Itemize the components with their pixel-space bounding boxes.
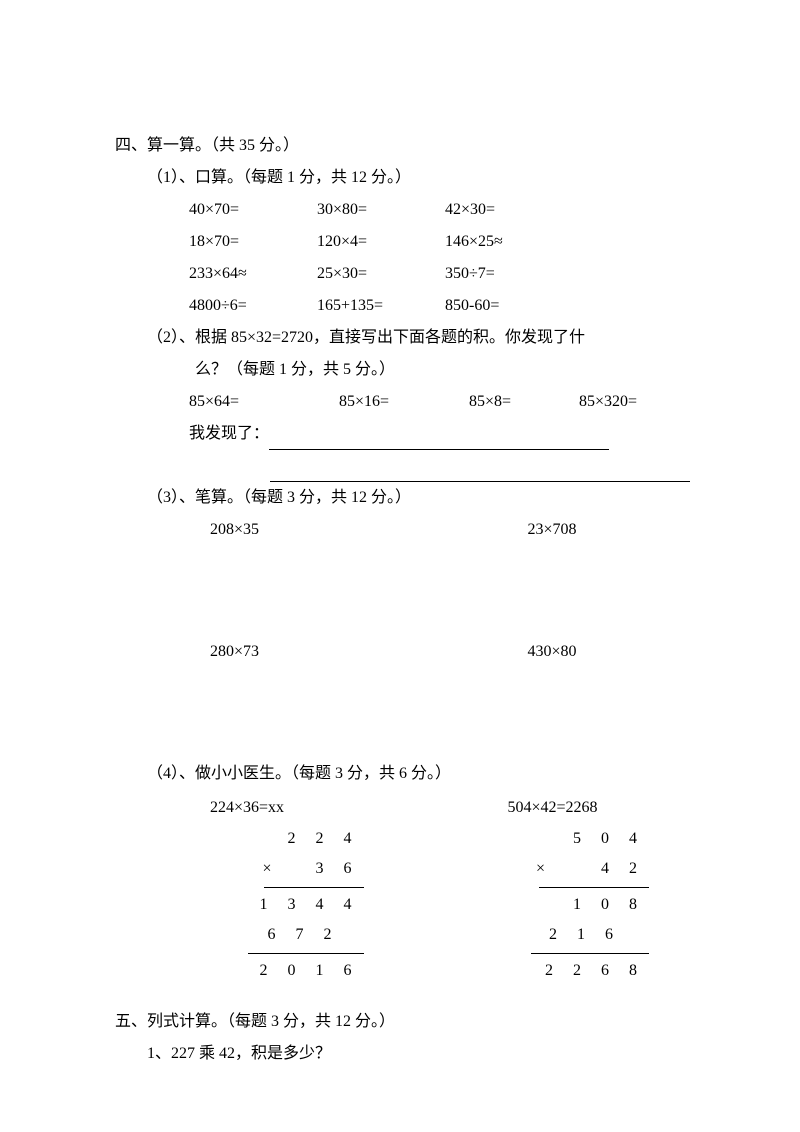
calc-right-n1: 5 0 4 bbox=[508, 824, 686, 854]
p1-item: 25×30= bbox=[317, 258, 445, 290]
part4-pair: 224×36=xx 2 2 4 × 3 6 1 3 4 4 6 7 2 2 0 … bbox=[210, 792, 685, 986]
discover-line: 我发现了： bbox=[189, 418, 685, 450]
p1-item: 233×64≈ bbox=[189, 258, 317, 290]
p2-item: 85×64= bbox=[189, 386, 339, 418]
calc-left-hr2 bbox=[248, 953, 364, 954]
p1-item: 42×30= bbox=[445, 194, 573, 226]
calc-right-hr2 bbox=[531, 953, 649, 954]
discover-underline2 bbox=[270, 467, 690, 482]
calc-left-hr1 bbox=[264, 887, 364, 888]
section4-title: 四、算一算。（共 35 分。） bbox=[115, 130, 685, 162]
calc-right-op: × 4 2 bbox=[508, 854, 686, 884]
calc-left-n1: 2 2 4 bbox=[210, 824, 388, 854]
calc-right-p2: 2 1 6 bbox=[508, 920, 686, 950]
p1-item: 850-60= bbox=[445, 290, 573, 322]
p1-item: 146×25≈ bbox=[445, 226, 573, 258]
part3-row2: 280×73 430×80 bbox=[210, 636, 685, 668]
calc-left-res: 2 0 1 6 bbox=[210, 956, 388, 986]
part3-row1: 208×35 23×708 bbox=[210, 514, 685, 546]
part3-2a: 280×73 bbox=[210, 636, 368, 668]
p1-item: 18×70= bbox=[189, 226, 317, 258]
p1-item: 30×80= bbox=[317, 194, 445, 226]
part3-1a: 208×35 bbox=[210, 514, 368, 546]
p2-item: 85×8= bbox=[469, 386, 579, 418]
discover-underline2-row bbox=[115, 450, 685, 482]
p1-item: 165+135= bbox=[317, 290, 445, 322]
part3-2b: 430×80 bbox=[528, 636, 686, 668]
p2-item: 85×320= bbox=[579, 386, 637, 418]
calc-left-op: × 3 6 bbox=[210, 854, 388, 884]
part1-grid: 40×70= 30×80= 42×30= 18×70= 120×4= 146×2… bbox=[189, 194, 685, 322]
calc-right-p1: 1 0 8 bbox=[508, 890, 686, 920]
calc-right-header: 504×42=2268 bbox=[508, 792, 686, 824]
calc-right-hr1 bbox=[539, 887, 649, 888]
p1-item: 350÷7= bbox=[445, 258, 573, 290]
discover-label: 我发现了： bbox=[189, 425, 269, 442]
calc-left-header: 224×36=xx bbox=[210, 792, 388, 824]
page: 四、算一算。（共 35 分。） （1）、口算。（每题 1 分，共 12 分。） … bbox=[0, 0, 800, 1070]
calc-left-p2: 6 7 2 bbox=[210, 920, 388, 950]
calc-right-res: 2 2 6 8 bbox=[508, 956, 686, 986]
discover-underline bbox=[269, 435, 609, 450]
part3-title: （3）、笔算。（每题 3 分，共 12 分。） bbox=[147, 482, 685, 514]
section5-title: 五、列式计算。（每题 3 分，共 12 分。） bbox=[115, 1006, 685, 1038]
p1-item: 120×4= bbox=[317, 226, 445, 258]
p2-item: 85×16= bbox=[339, 386, 469, 418]
part2-title-line1: （2）、根据 85×32=2720，直接写出下面各题的积。你发现了什 bbox=[147, 322, 685, 354]
p1-item: 4800÷6= bbox=[189, 290, 317, 322]
part4-title: （4）、做小小医生。（每题 3 分，共 6 分。） bbox=[147, 758, 685, 790]
part1-title: （1）、口算。（每题 1 分，共 12 分。） bbox=[147, 162, 685, 194]
part3-1b: 23×708 bbox=[528, 514, 686, 546]
calc-left-p1: 1 3 4 4 bbox=[210, 890, 388, 920]
section5-q1: 1、227 乘 42，积是多少？ bbox=[147, 1038, 685, 1070]
part2-title-line2: 么？（每题 1 分，共 5 分。） bbox=[195, 354, 685, 386]
p1-item: 40×70= bbox=[189, 194, 317, 226]
part2-items: 85×64= 85×16= 85×8= 85×320= bbox=[189, 386, 685, 418]
calc-right: 504×42=2268 5 0 4 × 4 2 1 0 8 2 1 6 2 2 … bbox=[508, 792, 686, 986]
calc-left: 224×36=xx 2 2 4 × 3 6 1 3 4 4 6 7 2 2 0 … bbox=[210, 792, 388, 986]
